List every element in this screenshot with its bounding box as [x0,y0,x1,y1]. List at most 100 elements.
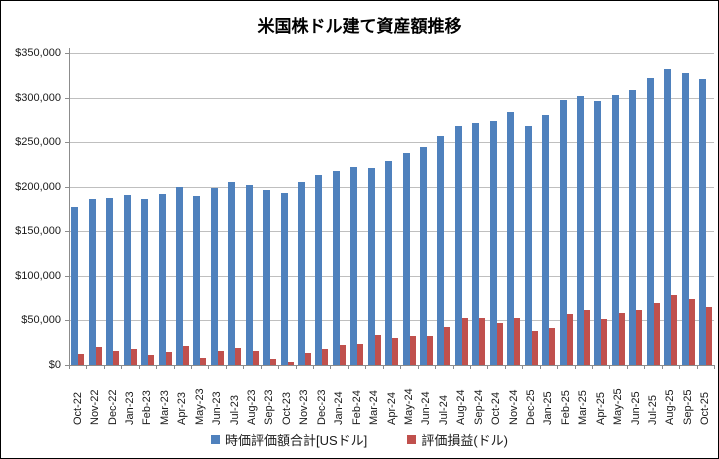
x-axis-tick [591,365,593,369]
total-bar [228,182,236,365]
total-bar [245,184,253,365]
profit-bar [392,338,399,365]
profit-bar [705,307,712,365]
x-axis-tick [208,365,210,369]
y-axis-label: $250,000 [15,136,61,149]
x-axis-tick [435,365,437,369]
x-axis-label: Mar-23 [158,390,171,425]
x-axis-tick [609,365,611,369]
x-axis-tick [574,365,576,369]
profit-bar [671,294,678,365]
y-axis-label: $300,000 [15,91,61,104]
total-bar [332,170,340,365]
x-axis-tick [225,365,227,369]
total-bar [524,126,532,365]
total-bar [210,188,218,365]
profit-bar [653,303,660,365]
x-axis-tick [295,365,297,369]
x-axis-label: Dec-25 [524,389,537,425]
total-bar [123,194,131,365]
x-axis-tick [243,365,245,369]
x-axis-label: Nov-22 [89,389,102,425]
x-axis-label: May-23 [193,388,206,425]
x-axis-tick [86,365,88,369]
profit-bar [78,354,85,365]
profit-bar [148,355,155,365]
profit-bar [427,335,434,365]
total-bar [559,100,567,365]
profit-bar [339,345,346,365]
x-axis-tick [173,365,175,369]
total-bar [88,199,96,365]
x-axis-label: Nov-23 [298,389,311,425]
profit-bar [374,334,381,365]
profit-bar [322,348,329,365]
x-axis-label: Jun-24 [420,391,433,425]
x-axis-tick [522,365,524,369]
x-axis-tick [156,365,158,369]
profit-bar [305,352,312,365]
legend: 時価評価額合計[USドル] 評価損益(ドル) [1,430,718,449]
x-axis-label: Apr-25 [594,391,607,425]
x-axis-label: Jul-24 [437,395,450,425]
x-axis-label: Mar-24 [368,390,381,425]
total-bar [280,192,288,365]
x-axis-tick [347,365,349,369]
x-axis-tick [644,365,646,369]
total-bar [367,167,375,365]
x-axis-tick [679,365,681,369]
x-axis-tick [661,365,663,369]
profit-bar [636,309,643,365]
x-axis-label: Apr-24 [385,391,398,425]
y-axis-tick [65,365,69,366]
x-axis-label: Mar-25 [577,390,590,425]
total-bar [594,101,602,365]
profit-bar [566,314,573,365]
profit-bar [217,350,224,365]
x-axis-label: Feb-23 [141,390,154,425]
y-axis-tick [65,142,69,144]
x-axis-tick [138,365,140,369]
x-axis-tick [714,365,715,369]
x-axis-tick [626,365,628,369]
profit-bar [165,351,172,365]
x-axis-label: Jan-25 [542,391,555,425]
x-axis-tick [469,365,471,369]
total-bar [158,193,166,365]
x-axis-tick [103,365,105,369]
profit-bar [688,299,695,365]
profit-bar [130,348,137,365]
profit-bar [235,348,242,365]
x-axis-tick [452,365,454,369]
total-bar [141,199,149,365]
legend-label-total: 時価評価額合計[USドル] [225,433,368,448]
total-bar [489,120,497,365]
total-bar [576,95,584,365]
profit-bar [409,335,416,365]
total-bar [298,182,306,365]
total-bar [507,111,515,365]
total-bar [315,175,323,365]
y-axis-label: $350,000 [15,47,61,59]
profit-bar [531,331,538,365]
x-axis-tick [330,365,332,369]
x-axis-tick [417,365,419,369]
y-axis-label: $0 [48,359,61,371]
y-axis-tick [65,231,69,233]
y-axis-line [69,48,70,365]
x-axis-label: Jul-25 [646,395,659,425]
x-axis-tick [191,365,193,369]
y-gridline [69,142,714,144]
y-axis-label: $150,000 [15,225,61,238]
y-gridline [69,53,714,54]
x-axis-label: Aug-23 [246,389,259,425]
total-bar [454,126,462,365]
x-axis-tick [557,365,559,369]
x-axis-label: Oct-25 [699,391,712,425]
profit-bar [618,313,625,365]
profit-bar [357,344,364,365]
profit-bar [514,317,521,365]
profit-series-swatch-icon [407,435,417,444]
x-axis-tick [365,365,367,369]
